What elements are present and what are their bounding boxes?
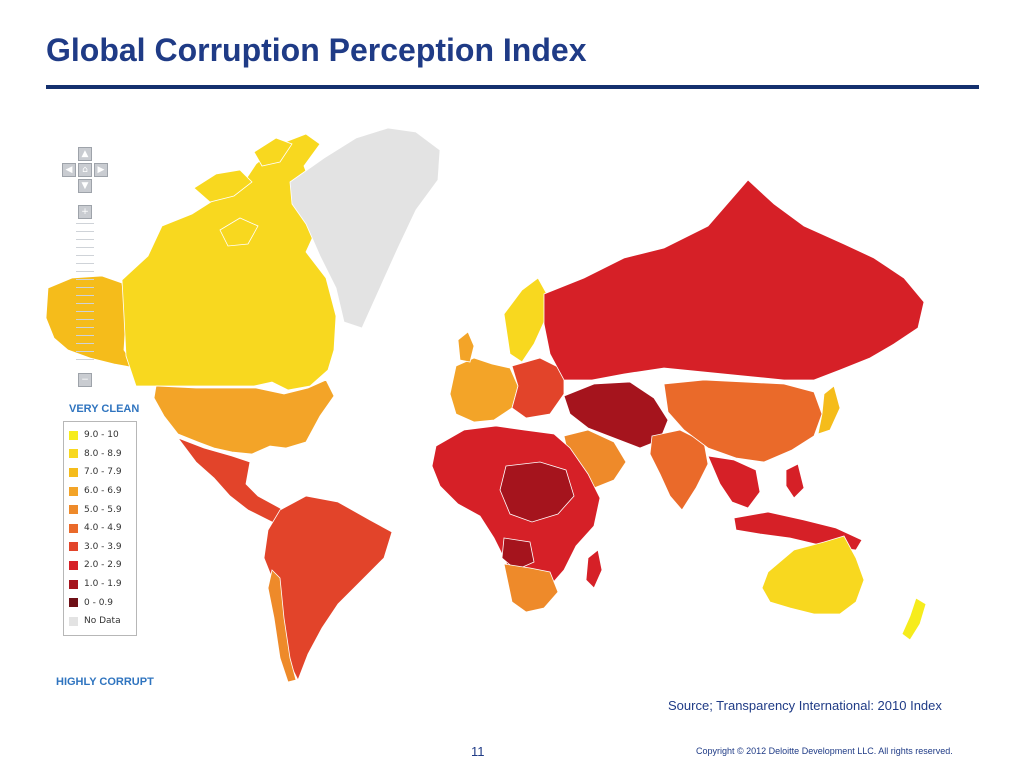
legend-swatch [69, 486, 78, 496]
pan-left-icon[interactable]: ◀ [62, 163, 76, 177]
region-russia[interactable] [543, 179, 925, 381]
legend-label: 6.0 - 6.9 [84, 486, 122, 497]
zoom-tick [76, 311, 94, 312]
copyright-notice: Copyright © 2012 Deloitte Development LL… [696, 746, 953, 756]
region-madagascar[interactable] [585, 549, 603, 589]
legend-swatch [69, 449, 78, 459]
region-canada-islands[interactable] [193, 137, 293, 247]
world-map[interactable] [44, 118, 980, 686]
legend-label: 8.0 - 8.9 [84, 448, 122, 459]
legend-label: 7.0 - 7.9 [84, 467, 122, 478]
region-indonesia[interactable] [733, 463, 863, 551]
zoom-tick [76, 263, 94, 264]
zoom-tick [76, 287, 94, 288]
pan-down-icon[interactable]: ▼ [78, 179, 92, 193]
region-southern-africa[interactable] [503, 563, 559, 613]
legend-item: 8.0 - 8.9 [69, 445, 136, 464]
region-eastern-europe[interactable] [511, 357, 565, 419]
legend-swatch [69, 560, 78, 570]
region-scandinavia[interactable] [503, 277, 549, 363]
title-rule [46, 85, 979, 89]
legend-label: 9.0 - 10 [84, 430, 119, 441]
slide-title: Global Corruption Perception Index [46, 32, 587, 68]
zoom-out-icon[interactable]: − [78, 373, 92, 387]
legend-item: 7.0 - 7.9 [69, 463, 136, 482]
zoom-tick [76, 223, 94, 224]
zoom-tick [76, 359, 94, 360]
legend-item: 6.0 - 6.9 [69, 482, 136, 501]
region-australia[interactable] [761, 535, 865, 615]
region-usa[interactable] [153, 379, 335, 455]
legend-swatch [69, 616, 78, 626]
source-note: Source; Transparency International: 2010… [668, 698, 942, 713]
zoom-tick [76, 295, 94, 296]
zoom-tick [76, 247, 94, 248]
region-china[interactable] [663, 379, 823, 463]
region-india[interactable] [649, 429, 709, 511]
legend-top-label: VERY CLEAN [69, 403, 140, 415]
zoom-tick [76, 319, 94, 320]
home-icon[interactable]: ⌂ [78, 163, 92, 177]
region-japan[interactable] [817, 385, 841, 435]
page-number: 11 [471, 744, 485, 759]
zoom-tick [76, 351, 94, 352]
region-new-zealand[interactable] [901, 597, 927, 641]
zoom-tick [76, 327, 94, 328]
legend-swatch [69, 598, 78, 608]
legend-item: 4.0 - 4.9 [69, 519, 136, 538]
legend-swatch [69, 430, 78, 440]
legend-label: 0 - 0.9 [84, 597, 114, 608]
legend-label: 5.0 - 5.9 [84, 504, 122, 515]
zoom-tick [76, 231, 94, 232]
region-central-africa[interactable] [499, 461, 575, 571]
zoom-tick [76, 303, 94, 304]
legend-item: 9.0 - 10 [69, 426, 136, 445]
legend: VERY CLEAN 9.0 - 10 8.0 - 8.9 7.0 - 7.9 6.0… [56, 403, 170, 688]
legend-swatch [69, 542, 78, 552]
zoom-tick [76, 239, 94, 240]
pan-up-icon[interactable]: ▲ [78, 147, 92, 161]
legend-item: 0 - 0.9 [69, 593, 136, 612]
zoom-slider[interactable] [76, 223, 94, 373]
zoom-tick [76, 255, 94, 256]
world-map-svg [45, 127, 927, 683]
legend-swatch [69, 505, 78, 515]
legend-item: No Data [69, 612, 136, 631]
legend-label: 3.0 - 3.9 [84, 541, 122, 552]
legend-label: No Data [84, 616, 121, 627]
legend-label: 2.0 - 2.9 [84, 560, 122, 571]
region-uk[interactable] [457, 331, 475, 363]
zoom-tick [76, 279, 94, 280]
legend-label: 1.0 - 1.9 [84, 579, 122, 590]
legend-item: 5.0 - 5.9 [69, 500, 136, 519]
legend-swatch [69, 523, 78, 533]
legend-item: 2.0 - 2.9 [69, 556, 136, 575]
zoom-tick [76, 271, 94, 272]
legend-box: 9.0 - 10 8.0 - 8.9 7.0 - 7.9 6.0 - 6.9 5.0 -… [63, 421, 137, 636]
legend-label: 4.0 - 4.9 [84, 523, 122, 534]
legend-item: 1.0 - 1.9 [69, 575, 136, 594]
region-chile[interactable] [267, 569, 297, 683]
legend-swatch [69, 579, 78, 589]
region-southeast-asia[interactable] [707, 455, 761, 509]
region-western-europe[interactable] [449, 357, 519, 423]
pan-right-icon[interactable]: ▶ [94, 163, 108, 177]
map-nav-control: ▲ ◀ ⌂ ▶ ▼ + − [60, 145, 110, 387]
zoom-tick [76, 335, 94, 336]
legend-bottom-label: HIGHLY CORRUPT [56, 675, 154, 688]
zoom-tick [76, 343, 94, 344]
legend-swatch [69, 467, 78, 477]
zoom-in-icon[interactable]: + [78, 205, 92, 219]
legend-item: 3.0 - 3.9 [69, 538, 136, 557]
region-greenland[interactable] [289, 127, 441, 329]
